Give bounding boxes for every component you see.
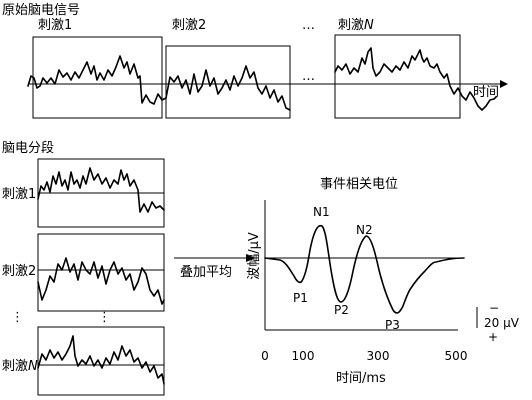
segment-vdots-left: ⋮ bbox=[11, 310, 24, 325]
erp-xtick-500: 500 bbox=[445, 349, 468, 363]
erp-xlabel: 时间/ms bbox=[336, 371, 386, 386]
scale-minus-sign: − bbox=[489, 301, 499, 315]
raw-stim-2-label: 刺激2 bbox=[172, 18, 206, 33]
raw-stim-1-label: 刺激1 bbox=[38, 18, 72, 33]
erp-waveform bbox=[264, 224, 465, 314]
raw-eeg-trace-2 bbox=[161, 65, 291, 111]
erp-ylabel: 波幅/μV bbox=[247, 232, 262, 280]
segment-stim-1-label: 刺激1 bbox=[2, 187, 36, 202]
segment-box-2 bbox=[37, 233, 165, 312]
segments-title: 脑电分段 bbox=[2, 141, 54, 156]
scale-plus-sign: + bbox=[488, 330, 498, 344]
peak-label-p1: P1 bbox=[293, 291, 308, 305]
segment-stim-2-label: 刺激2 bbox=[2, 264, 36, 279]
raw-ellipsis-top: … bbox=[302, 18, 315, 33]
scale-value-label: 20 μV bbox=[484, 316, 520, 330]
erp-xtick-300: 300 bbox=[367, 349, 390, 363]
segment-trace-2 bbox=[37, 257, 165, 305]
raw-eeg-title: 原始脑电信号 bbox=[2, 3, 80, 18]
segment-trace-1 bbox=[37, 167, 165, 213]
erp-xtick-100: 100 bbox=[292, 349, 315, 363]
segment-trace-n bbox=[37, 335, 165, 385]
peak-label-n2: N2 bbox=[356, 223, 373, 237]
peak-label-p2: P2 bbox=[334, 303, 349, 317]
raw-eeg-trace-1 bbox=[27, 55, 163, 105]
raw-stim-n-label: 刺激N bbox=[338, 18, 374, 33]
peak-label-n1: N1 bbox=[313, 205, 330, 219]
segment-vdots-mid: ⋮ bbox=[98, 310, 111, 325]
averaging-arrowhead bbox=[246, 254, 255, 262]
erp-xtick-0: 0 bbox=[261, 349, 269, 363]
segment-stim-n-label: 刺激N bbox=[2, 359, 38, 374]
raw-time-label: 时间 bbox=[473, 85, 499, 100]
raw-epoch-box-n bbox=[334, 34, 461, 119]
averaging-label: 叠加平均 bbox=[180, 265, 232, 280]
raw-time-axis-arrowhead bbox=[500, 80, 508, 88]
erp-title: 事件相关电位 bbox=[320, 177, 398, 192]
raw-ellipsis-mid: … bbox=[302, 69, 315, 84]
peak-label-p3: P3 bbox=[385, 318, 400, 332]
segment-box-n bbox=[37, 326, 165, 396]
raw-eeg-trace-n bbox=[334, 47, 497, 111]
raw-epoch-box-2 bbox=[165, 45, 291, 119]
